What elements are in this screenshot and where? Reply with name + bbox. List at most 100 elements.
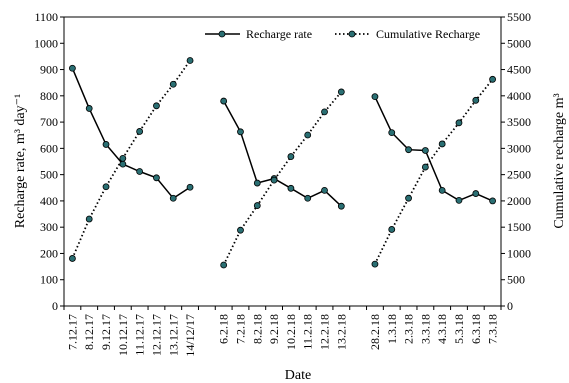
left-tick-label: 0 — [52, 299, 58, 313]
data-point — [237, 128, 244, 136]
data-point — [136, 168, 144, 175]
data-point — [337, 88, 345, 96]
data-point — [371, 93, 379, 101]
legend-marker-cumulative-recharge — [348, 30, 356, 38]
left-tick-label: 200 — [40, 246, 58, 260]
x-tick-label: 1.3.18 — [385, 314, 399, 344]
left-tick-label: 800 — [40, 89, 58, 103]
right-tick-label: 1000 — [507, 246, 531, 260]
x-tick-label: 14/12/17 — [183, 314, 197, 357]
data-point — [220, 261, 228, 269]
left-axis: 0 100 200 300 400 500 600 700 800 900 1000 1100 — [34, 10, 64, 313]
right-tick-label: 2000 — [507, 194, 531, 208]
data-point — [421, 147, 429, 154]
series-line — [222, 91, 342, 266]
data-point — [169, 80, 177, 88]
data-point — [321, 186, 328, 194]
right-tick-label: 4500 — [507, 63, 531, 77]
right-tick-label: 3000 — [507, 141, 531, 155]
data-point — [136, 128, 144, 135]
x-tick-label: 6.3.18 — [469, 314, 483, 344]
left-tick-label: 100 — [40, 273, 58, 287]
data-point — [388, 226, 396, 233]
x-tick-label: 7.3.18 — [486, 314, 500, 344]
left-tick-label: 300 — [40, 220, 58, 234]
x-tick-label: 7.12.17 — [65, 314, 79, 350]
x-tick-label: 9.2.18 — [267, 314, 281, 344]
data-point — [321, 108, 328, 116]
data-point — [455, 119, 463, 127]
data-point — [438, 140, 446, 148]
x-tick-label: 9.12.17 — [99, 314, 113, 350]
right-axis: 0 500 1000 1500 2000 2500 3000 3500 4000 4500 5000… — [501, 10, 531, 313]
right-tick-label: 1500 — [507, 220, 531, 234]
x-tick-label: 6.2.18 — [217, 314, 231, 344]
data-point — [489, 75, 496, 83]
left-tick-label: 600 — [40, 141, 58, 155]
data-point — [371, 260, 379, 268]
series-layer — [69, 57, 496, 269]
data-point — [69, 255, 76, 262]
x-tick-label: 7.2.18 — [233, 314, 247, 344]
x-tick-label: 11.12.17 — [133, 314, 147, 356]
x-tick-label: 5.3.18 — [452, 314, 466, 344]
series-line — [71, 67, 191, 200]
right-tick-label: 3500 — [507, 115, 531, 129]
x-tick-label: 4.3.18 — [435, 314, 449, 344]
plot-area — [63, 16, 502, 307]
data-point — [253, 202, 261, 209]
data-point — [102, 183, 110, 191]
data-point — [69, 64, 76, 72]
left-tick-label: 900 — [40, 63, 58, 77]
x-tick-label: 10.2.18 — [284, 314, 298, 350]
data-point — [270, 176, 278, 184]
x-tick-label: 8.12.17 — [82, 314, 96, 350]
left-tick-label: 700 — [40, 115, 58, 129]
x-tick-label: 13.2.18 — [334, 314, 348, 350]
x-tick-label: 11.2.18 — [301, 314, 315, 350]
series-line — [374, 96, 493, 202]
x-tick-label: 28.2.18 — [368, 314, 382, 350]
data-point — [304, 131, 312, 139]
series-1 — [69, 57, 496, 269]
right-axis-title: Cumulative recharge m³ — [552, 93, 567, 228]
data-point — [472, 96, 480, 104]
data-point — [421, 163, 429, 171]
right-tick-label: 2500 — [507, 168, 531, 182]
x-tick-label: 12.12.17 — [149, 314, 163, 356]
right-tick-label: 500 — [507, 273, 525, 287]
data-point — [455, 196, 463, 204]
data-point — [388, 129, 396, 137]
legend: Recharge rate Cumulative Recharge — [205, 27, 480, 41]
data-point — [102, 141, 110, 148]
x-tick-label: 12.2.18 — [318, 314, 332, 350]
data-point — [489, 197, 496, 205]
right-tick-label: 4000 — [507, 89, 531, 103]
left-tick-label: 1100 — [34, 10, 58, 24]
data-point — [287, 153, 295, 160]
x-tick-label: 13.12.17 — [166, 314, 180, 356]
legend-marker-recharge-rate — [218, 30, 226, 38]
right-tick-label: 0 — [507, 299, 513, 313]
series-0 — [69, 64, 496, 210]
data-point — [287, 184, 295, 192]
data-point — [304, 194, 312, 202]
x-tick-label: 10.12.17 — [116, 314, 130, 356]
series-line — [71, 59, 191, 259]
left-tick-label: 400 — [40, 194, 58, 208]
data-point — [169, 194, 177, 202]
left-tick-label: 1000 — [34, 36, 58, 50]
data-point — [119, 154, 127, 162]
series-line — [374, 78, 494, 265]
legend-label-recharge-rate: Recharge rate — [246, 27, 312, 41]
data-point — [220, 97, 228, 105]
data-point — [405, 146, 412, 154]
data-point — [153, 174, 160, 182]
x-tick-label: 2.3.18 — [402, 314, 416, 344]
x-axis-title: Date — [285, 368, 311, 383]
data-point — [438, 186, 446, 194]
right-tick-label: 5500 — [507, 10, 531, 24]
left-axis-title: Recharge rate, m³ day⁻¹ — [13, 94, 28, 228]
data-point — [85, 105, 93, 112]
